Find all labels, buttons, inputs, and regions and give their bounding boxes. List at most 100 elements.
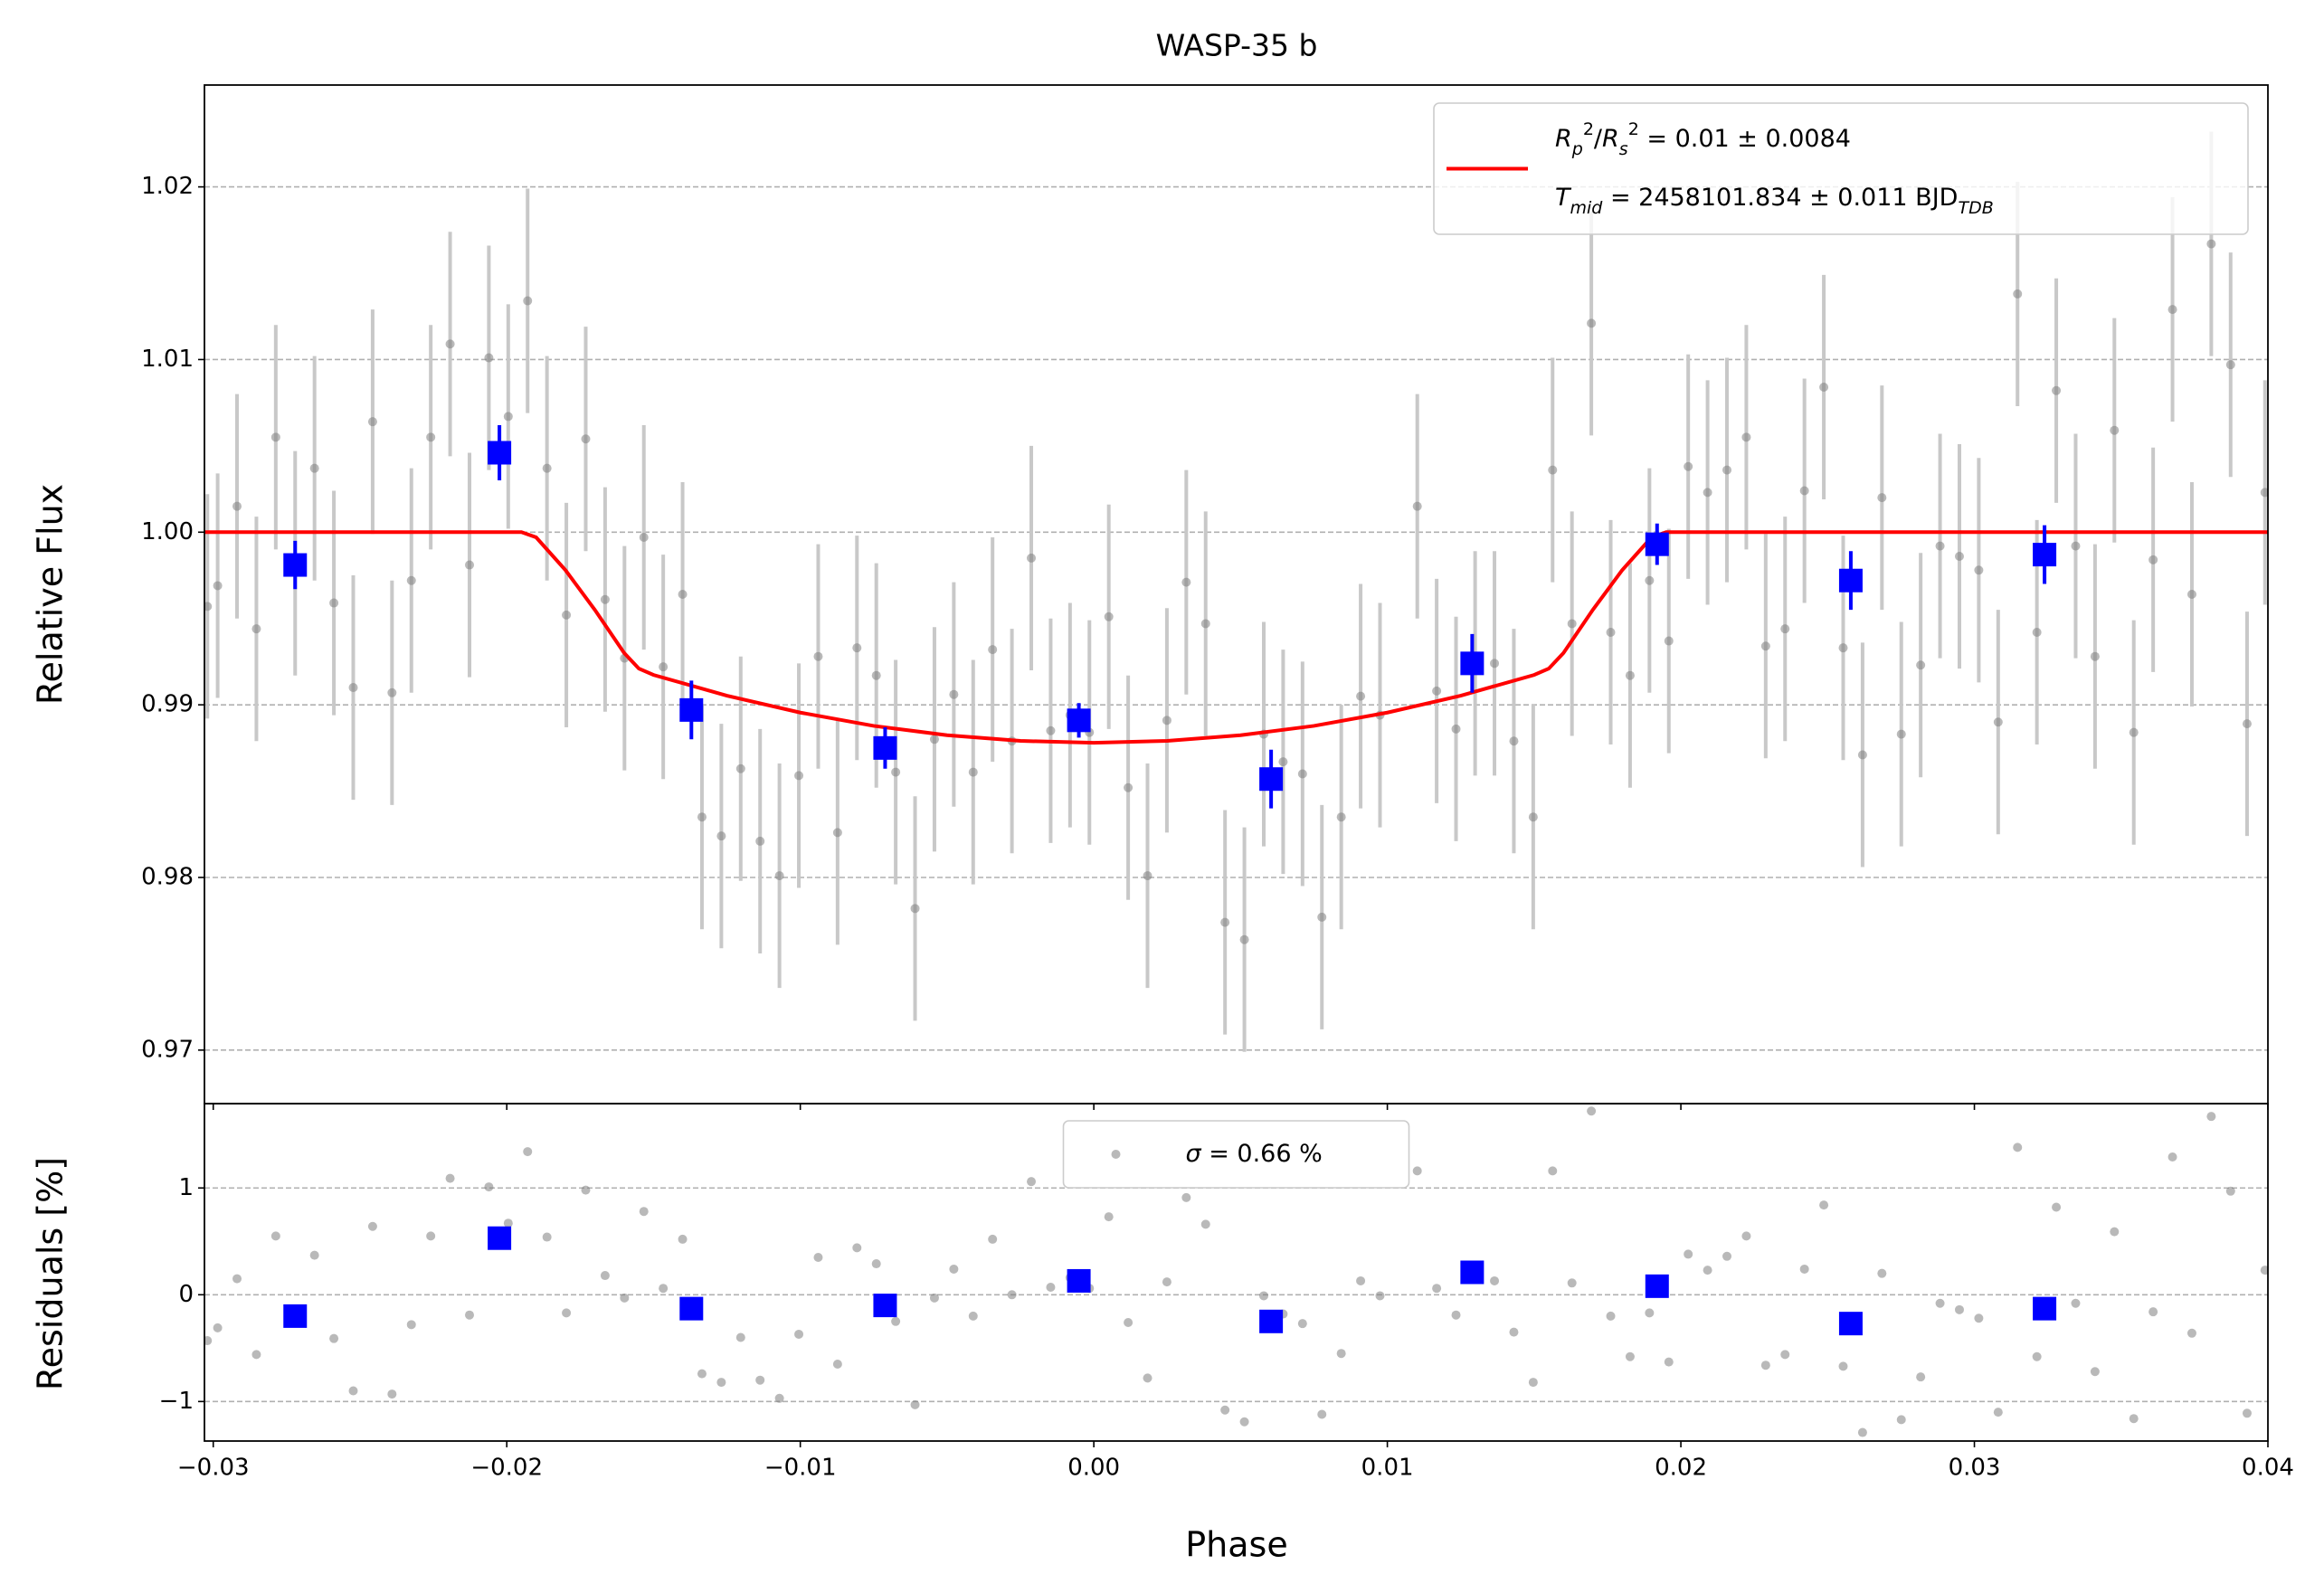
data-point xyxy=(600,1271,610,1281)
data-point xyxy=(542,1232,552,1242)
axes-frame xyxy=(204,1103,2269,1442)
data-point xyxy=(1124,782,1134,792)
data-point xyxy=(968,1311,978,1321)
data-point xyxy=(697,812,707,822)
data-point xyxy=(600,594,610,604)
x-tick-label: −0.01 xyxy=(764,1455,837,1482)
data-point xyxy=(1760,641,1770,651)
data-point xyxy=(1528,812,1538,822)
data-point xyxy=(2186,590,2196,599)
data-point xyxy=(1838,643,1848,653)
data-point xyxy=(755,1375,765,1385)
data-point xyxy=(2242,1408,2252,1418)
data-point xyxy=(1916,660,1926,670)
data-point xyxy=(1548,1166,1558,1176)
data-point xyxy=(832,828,842,838)
data-point xyxy=(2071,541,2081,551)
data-point xyxy=(1143,1373,1153,1383)
data-point xyxy=(1780,1350,1790,1360)
y-tick-label: 0 xyxy=(178,1281,194,1308)
data-point xyxy=(2032,627,2042,637)
data-point xyxy=(367,1221,377,1231)
binned-point xyxy=(1067,708,1091,733)
data-point xyxy=(639,533,649,543)
data-point xyxy=(755,836,765,846)
legend-text-run: 2 xyxy=(1583,119,1594,139)
data-point xyxy=(1722,1251,1732,1261)
data-point xyxy=(2225,1186,2235,1196)
data-point xyxy=(2129,1414,2139,1424)
data-point xyxy=(464,1310,474,1320)
legend-text-run: / xyxy=(1594,125,1603,153)
data-point xyxy=(735,763,745,773)
binned-point xyxy=(679,697,704,722)
legend-box xyxy=(1433,102,2249,235)
data-point xyxy=(2260,1266,2268,1275)
data-point xyxy=(1239,1417,1249,1427)
data-point xyxy=(1104,1212,1114,1222)
data-point xyxy=(1664,1357,1674,1367)
data-point xyxy=(891,767,901,777)
data-point xyxy=(1143,871,1153,881)
data-point xyxy=(1046,1283,1056,1293)
data-point xyxy=(1548,465,1558,475)
data-point xyxy=(309,463,319,473)
binned-point xyxy=(2033,1296,2057,1321)
data-point xyxy=(910,904,920,914)
data-point xyxy=(1509,736,1519,746)
data-point xyxy=(329,1333,339,1343)
data-point xyxy=(774,1393,784,1403)
data-point xyxy=(1974,565,1984,575)
data-point xyxy=(735,1332,745,1342)
legend-text-run: T xyxy=(1555,184,1572,212)
binned-point xyxy=(283,1304,308,1328)
data-point xyxy=(871,670,881,680)
data-point xyxy=(1278,757,1288,767)
y-axis-label: Relative Flux xyxy=(31,484,71,705)
data-point xyxy=(1412,1166,1422,1176)
data-point xyxy=(2052,1202,2062,1212)
data-point xyxy=(2032,1351,2042,1361)
legend-text-run: TDB xyxy=(1958,198,1993,218)
data-point xyxy=(562,1308,572,1318)
x-axis-label: Phase xyxy=(1185,1525,1287,1565)
legend-label: σ = 0.66 % xyxy=(1186,1140,1323,1168)
data-point xyxy=(2013,1143,2023,1152)
data-point xyxy=(1896,729,1906,739)
data-point xyxy=(1124,1317,1134,1327)
data-point xyxy=(213,1323,223,1332)
y-tick-label: −1 xyxy=(159,1388,194,1415)
data-point xyxy=(678,1234,688,1244)
data-point xyxy=(1587,1106,1597,1116)
data-point xyxy=(1490,659,1500,668)
data-point xyxy=(562,610,572,620)
data-point xyxy=(1297,1319,1307,1329)
data-point xyxy=(445,339,455,349)
data-point xyxy=(367,417,377,427)
data-point xyxy=(1664,636,1674,646)
data-point xyxy=(348,683,358,693)
binned-point xyxy=(873,1294,897,1318)
data-point xyxy=(1336,812,1346,822)
data-point xyxy=(426,432,436,442)
data-point xyxy=(1760,1361,1770,1370)
data-point xyxy=(1297,769,1307,779)
data-point xyxy=(464,560,474,570)
binned-point xyxy=(2033,543,2057,567)
data-point xyxy=(1935,1298,1945,1308)
binned-point xyxy=(1460,651,1485,676)
data-point xyxy=(484,353,494,363)
binned-point xyxy=(1259,767,1284,792)
legend-label: Rp2/Rs2 = 0.01 ± 0.0084 xyxy=(1555,119,1851,159)
data-point xyxy=(1877,493,1887,503)
legend-text-run: R xyxy=(1555,125,1572,153)
data-point xyxy=(1625,1351,1635,1361)
data-point xyxy=(2110,425,2120,435)
data-point xyxy=(1799,486,1809,496)
x-tick-label: 0.02 xyxy=(1655,1455,1707,1482)
legend-text-run: = 2458101.834 ± 0.011 BJD xyxy=(1602,184,1958,212)
data-point xyxy=(1528,1378,1538,1388)
data-point xyxy=(2206,1112,2216,1122)
